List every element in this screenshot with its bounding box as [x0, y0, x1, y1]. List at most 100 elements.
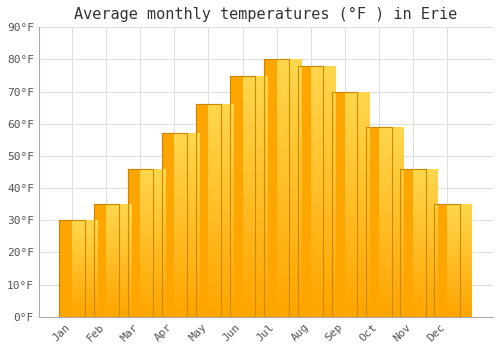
- Bar: [276, 162, 302, 175]
- Bar: [140, 198, 166, 206]
- Bar: [174, 207, 200, 216]
- Bar: [344, 306, 370, 317]
- Bar: [208, 136, 234, 147]
- Bar: [230, 76, 256, 317]
- Bar: [366, 127, 392, 317]
- Bar: [242, 184, 268, 196]
- Bar: [72, 268, 98, 273]
- Bar: [72, 220, 98, 225]
- Bar: [447, 266, 472, 272]
- Bar: [310, 116, 336, 128]
- Bar: [174, 216, 200, 225]
- Bar: [434, 204, 460, 317]
- Bar: [378, 241, 404, 250]
- Bar: [208, 221, 234, 232]
- Bar: [174, 225, 200, 234]
- Bar: [413, 243, 438, 250]
- Bar: [276, 72, 302, 85]
- Bar: [413, 236, 438, 243]
- Bar: [276, 85, 302, 98]
- Bar: [310, 254, 336, 267]
- Bar: [242, 208, 268, 220]
- Bar: [106, 238, 132, 244]
- Bar: [344, 227, 370, 238]
- Bar: [106, 260, 132, 266]
- Bar: [310, 78, 336, 91]
- Bar: [447, 289, 472, 294]
- Bar: [72, 278, 98, 283]
- Bar: [174, 253, 200, 262]
- Bar: [310, 267, 336, 279]
- Bar: [72, 312, 98, 317]
- Bar: [447, 227, 472, 232]
- Bar: [72, 249, 98, 254]
- Bar: [128, 169, 153, 317]
- Bar: [276, 201, 302, 214]
- Bar: [344, 125, 370, 136]
- Bar: [242, 160, 268, 172]
- Bar: [140, 295, 166, 302]
- Bar: [242, 257, 268, 268]
- Bar: [413, 176, 438, 184]
- Bar: [208, 295, 234, 306]
- Bar: [106, 266, 132, 272]
- Bar: [276, 149, 302, 162]
- Bar: [140, 213, 166, 220]
- Bar: [174, 161, 200, 170]
- Bar: [400, 169, 425, 317]
- Bar: [242, 88, 268, 100]
- Bar: [162, 133, 187, 317]
- Bar: [242, 76, 268, 88]
- Bar: [208, 232, 234, 243]
- Bar: [344, 283, 370, 294]
- Bar: [174, 262, 200, 271]
- Bar: [106, 300, 132, 306]
- Bar: [60, 220, 85, 317]
- Bar: [332, 92, 357, 317]
- Bar: [60, 220, 85, 317]
- Bar: [413, 258, 438, 265]
- Bar: [242, 244, 268, 257]
- Bar: [174, 244, 200, 253]
- Bar: [344, 294, 370, 306]
- Bar: [344, 148, 370, 159]
- Bar: [378, 146, 404, 155]
- Bar: [276, 304, 302, 317]
- Bar: [174, 179, 200, 188]
- Bar: [447, 232, 472, 238]
- Bar: [72, 293, 98, 297]
- Bar: [413, 265, 438, 272]
- Bar: [140, 206, 166, 213]
- Bar: [208, 105, 234, 115]
- Bar: [378, 231, 404, 241]
- Bar: [174, 280, 200, 289]
- Bar: [447, 300, 472, 306]
- Bar: [344, 260, 370, 272]
- Bar: [413, 302, 438, 309]
- Bar: [413, 280, 438, 287]
- Bar: [344, 92, 370, 103]
- Bar: [174, 299, 200, 308]
- Bar: [174, 142, 200, 152]
- Bar: [140, 184, 166, 191]
- Bar: [162, 133, 187, 317]
- Bar: [242, 112, 268, 124]
- Bar: [447, 260, 472, 266]
- Bar: [208, 306, 234, 317]
- Bar: [378, 174, 404, 184]
- Bar: [242, 100, 268, 112]
- Bar: [140, 302, 166, 309]
- Bar: [447, 306, 472, 311]
- Bar: [378, 260, 404, 270]
- Bar: [106, 204, 132, 210]
- Bar: [106, 278, 132, 283]
- Bar: [72, 273, 98, 278]
- Bar: [276, 252, 302, 265]
- Bar: [447, 221, 472, 227]
- Bar: [310, 66, 336, 78]
- Bar: [230, 76, 256, 317]
- Bar: [413, 198, 438, 206]
- Bar: [310, 216, 336, 229]
- Bar: [378, 288, 404, 298]
- Bar: [344, 182, 370, 193]
